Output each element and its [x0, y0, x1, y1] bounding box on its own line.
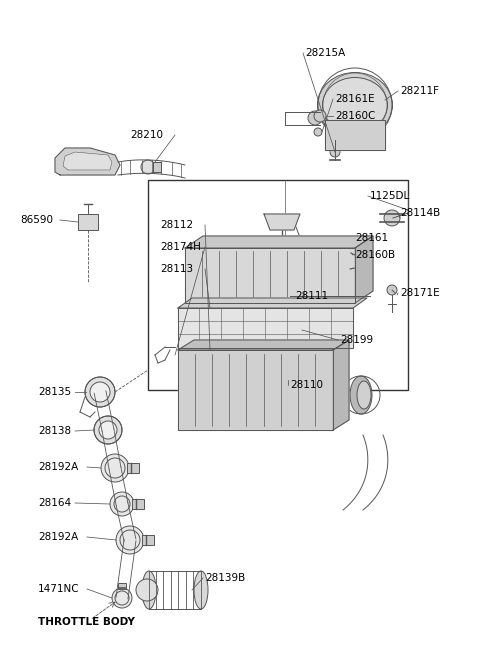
Circle shape	[94, 416, 122, 444]
Bar	[78, 214, 98, 230]
Circle shape	[112, 588, 132, 608]
Polygon shape	[325, 120, 385, 150]
Polygon shape	[63, 152, 112, 170]
Ellipse shape	[142, 571, 156, 609]
Text: 1125DL: 1125DL	[370, 191, 410, 201]
Polygon shape	[55, 148, 120, 175]
Circle shape	[136, 579, 158, 601]
Bar	[132, 499, 144, 509]
Text: 28112: 28112	[160, 220, 193, 230]
Bar	[127, 463, 139, 473]
Circle shape	[387, 285, 397, 295]
Text: THROTTLE BODY: THROTTLE BODY	[38, 617, 135, 627]
Circle shape	[339, 247, 351, 259]
Circle shape	[314, 128, 322, 136]
Text: 28110: 28110	[290, 380, 323, 390]
Polygon shape	[178, 350, 333, 430]
Bar	[142, 535, 154, 545]
Bar	[153, 162, 161, 172]
Text: 28192A: 28192A	[38, 532, 78, 542]
Circle shape	[116, 526, 144, 554]
Ellipse shape	[350, 376, 372, 414]
Text: 28160C: 28160C	[335, 111, 375, 121]
Text: 28111: 28111	[295, 291, 328, 301]
Text: 28211F: 28211F	[400, 86, 439, 96]
Text: 28113: 28113	[160, 264, 193, 274]
Circle shape	[141, 160, 155, 174]
Bar	[148, 180, 408, 390]
Circle shape	[314, 110, 326, 122]
Text: 28139B: 28139B	[205, 573, 245, 583]
Bar	[118, 583, 126, 589]
Ellipse shape	[194, 571, 208, 609]
Circle shape	[104, 156, 112, 164]
Polygon shape	[355, 236, 373, 303]
Ellipse shape	[357, 381, 371, 409]
Circle shape	[340, 264, 350, 274]
Circle shape	[101, 454, 129, 482]
Text: 28160B: 28160B	[355, 250, 395, 260]
Text: 28164: 28164	[38, 498, 71, 508]
Text: 28174H: 28174H	[160, 242, 201, 252]
Circle shape	[384, 210, 400, 226]
Text: 28192A: 28192A	[38, 462, 78, 472]
Text: 28210: 28210	[130, 130, 163, 140]
Polygon shape	[264, 214, 300, 230]
Text: 28199: 28199	[340, 335, 373, 345]
Circle shape	[308, 111, 322, 125]
Circle shape	[99, 421, 117, 439]
Text: 86590: 86590	[20, 215, 53, 225]
Polygon shape	[333, 340, 349, 430]
Ellipse shape	[317, 73, 393, 138]
Text: 1471NC: 1471NC	[38, 584, 80, 594]
Text: 28114B: 28114B	[400, 208, 440, 218]
Polygon shape	[185, 248, 355, 303]
Circle shape	[330, 147, 340, 157]
Text: 28161: 28161	[355, 233, 388, 243]
Circle shape	[85, 377, 115, 407]
Text: 28135: 28135	[38, 387, 71, 397]
Polygon shape	[178, 298, 367, 308]
Text: 28138: 28138	[38, 426, 71, 436]
Text: 28215A: 28215A	[305, 48, 345, 58]
Circle shape	[90, 382, 110, 402]
Ellipse shape	[323, 77, 387, 133]
Polygon shape	[178, 340, 349, 350]
Polygon shape	[185, 236, 373, 248]
Text: 28171E: 28171E	[400, 288, 440, 298]
Polygon shape	[178, 308, 353, 348]
Circle shape	[110, 492, 134, 516]
Circle shape	[66, 156, 74, 164]
Text: 28161E: 28161E	[335, 94, 374, 104]
